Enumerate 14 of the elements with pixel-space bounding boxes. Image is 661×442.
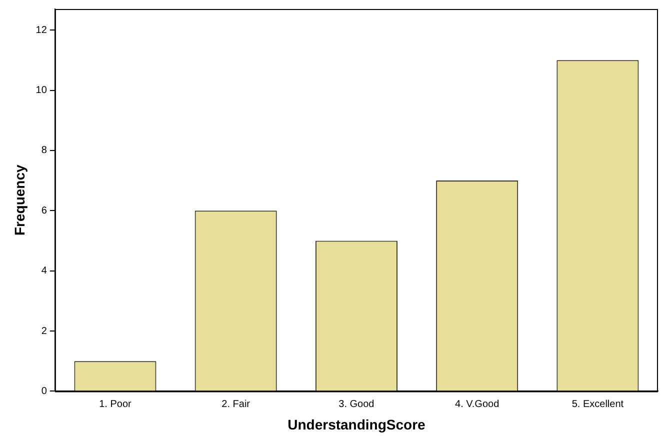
y-tick-label: 10 <box>36 85 48 96</box>
x-tick-label: 2. Fair <box>222 398 251 410</box>
y-tick-label: 2 <box>41 326 48 337</box>
y-tick-label: 0 <box>41 386 48 397</box>
y-axis-title: Frequency <box>11 164 28 236</box>
y-tick-label: 4 <box>41 266 48 277</box>
x-tick-label: 5. Excellent <box>572 398 624 410</box>
y-tick-label: 6 <box>41 205 48 216</box>
x-tick-label: 4. V.Good <box>455 398 500 410</box>
y-tick-label: 8 <box>41 145 48 156</box>
y-tick-label: 12 <box>36 24 48 36</box>
x-tick-label: 1. Poor <box>99 398 132 410</box>
x-tick-label: 3. Good <box>338 398 374 410</box>
x-axis-title: UnderstandingScore <box>288 416 426 432</box>
